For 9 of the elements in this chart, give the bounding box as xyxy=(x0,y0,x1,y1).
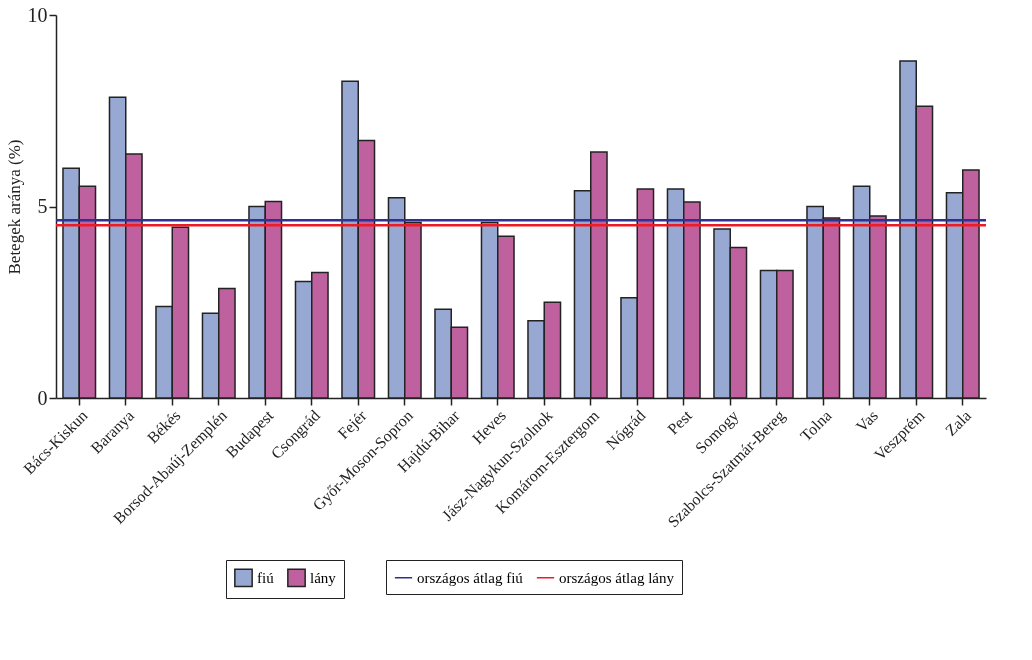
legend-label: országos átlag fiú xyxy=(417,569,524,586)
y-tick-label: 0 xyxy=(37,386,48,409)
legend-label: lány xyxy=(310,569,337,586)
x-tick-label: Zala xyxy=(941,406,975,439)
legend-label: fiú xyxy=(257,569,275,586)
y-tick-label: 5 xyxy=(37,195,48,217)
y-axis-title: Betegek aránya (%) xyxy=(4,139,24,275)
legend-label: országos átlag lány xyxy=(559,569,675,586)
y-tick-label: 10 xyxy=(27,3,48,26)
